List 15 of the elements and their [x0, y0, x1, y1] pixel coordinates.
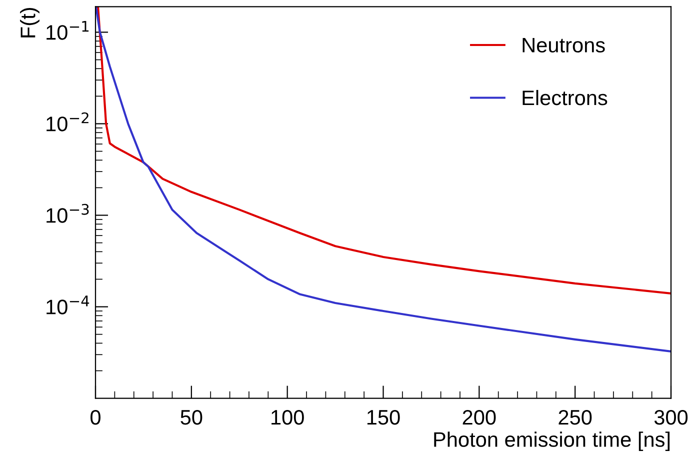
- y-tick-label: 10$^{−1}$: [46, 21, 89, 40]
- x-axis-title: Photon emission time [ns]: [434, 432, 670, 452]
- x-tick-label: 300: [654, 410, 688, 425]
- y-tick-label: 10$^{−3}$: [46, 204, 89, 223]
- x-tick-label: 250: [558, 410, 592, 425]
- x-tick-label: 100: [272, 410, 304, 425]
- x-tick-label: 50: [180, 410, 202, 425]
- y-axis-title: F(t): [20, 8, 40, 38]
- legend-label: Electrons: [522, 90, 608, 106]
- x-tick-label: 0: [90, 410, 100, 425]
- x-tick-label: 150: [367, 410, 400, 425]
- y-tick-label: 10$^{−2}$: [46, 112, 88, 132]
- x-tick-label: 200: [462, 410, 496, 425]
- legend-label: Neutrons: [522, 38, 605, 52]
- y-tick-label: 10$^{−4}$: [46, 296, 90, 314]
